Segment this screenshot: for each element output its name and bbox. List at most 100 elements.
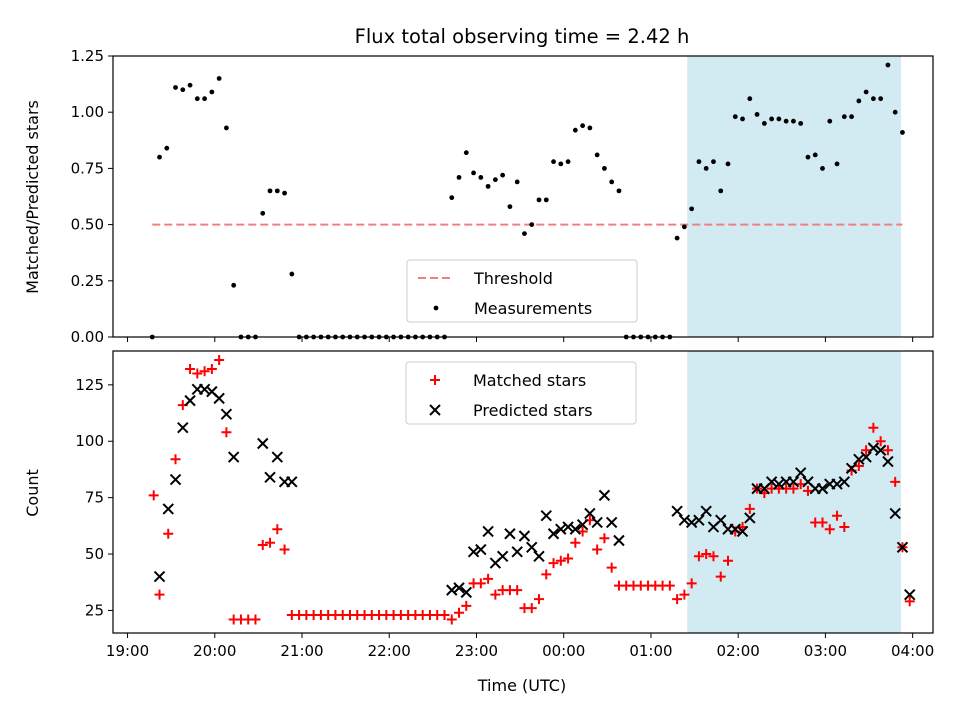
- highlight-span: [687, 56, 902, 337]
- data-point: [202, 96, 207, 102]
- data-point-predicted: [874, 444, 887, 456]
- data-point-predicted: [700, 505, 712, 517]
- data-point: [783, 118, 789, 124]
- data-point: [703, 166, 709, 171]
- data-point-matched: [839, 521, 850, 532]
- data-point: [463, 150, 469, 156]
- data-point-matched: [577, 526, 588, 537]
- x-tick-label: 02:00: [717, 642, 760, 660]
- data-point: [224, 125, 229, 131]
- data-point-matched: [163, 528, 174, 539]
- data-point-matched: [817, 517, 828, 528]
- data-point: [740, 116, 745, 122]
- legend-box: [406, 259, 638, 323]
- data-point: [485, 183, 491, 189]
- legend-box: [405, 361, 637, 425]
- data-point-predicted: [555, 523, 567, 535]
- y-tick-label: 0.25: [71, 272, 104, 290]
- legend-label: Predicted stars: [473, 401, 593, 420]
- data-point: [492, 177, 498, 183]
- data-point: [747, 96, 753, 102]
- data-point-predicted: [271, 451, 283, 463]
- data-point-matched: [686, 578, 697, 589]
- data-point-matched: [533, 594, 544, 605]
- data-point-predicted: [831, 478, 843, 490]
- data-point-predicted: [671, 505, 683, 517]
- data-point: [711, 159, 716, 165]
- data-point: [580, 123, 586, 129]
- data-point-matched: [272, 524, 283, 535]
- y-tick-label: 100: [75, 432, 104, 450]
- data-point-matched: [715, 571, 726, 582]
- data-point: [274, 188, 280, 194]
- data-point-predicted: [744, 512, 756, 524]
- data-point-matched: [170, 454, 181, 465]
- data-point: [594, 152, 600, 158]
- axes-frame: [112, 350, 934, 634]
- data-point: [231, 282, 237, 288]
- legend-label: Matched stars: [473, 371, 586, 390]
- data-point-matched: [824, 524, 835, 535]
- data-point: [689, 206, 695, 212]
- data-point-matched: [279, 544, 290, 555]
- x-tick-label: 23:00: [455, 642, 498, 660]
- data-point-matched: [265, 537, 276, 548]
- data-point-matched: [206, 364, 217, 375]
- data-point: [157, 154, 162, 160]
- data-point: [180, 87, 186, 93]
- data-point-predicted: [460, 586, 473, 599]
- data-point: [609, 179, 615, 185]
- data-point-predicted: [547, 528, 560, 540]
- data-point-matched: [882, 445, 893, 456]
- data-point-predicted: [889, 507, 901, 520]
- data-point-matched: [512, 585, 523, 596]
- data-point-matched: [875, 436, 886, 447]
- data-point-predicted: [177, 421, 189, 434]
- data-point-predicted: [584, 507, 596, 520]
- data-point-predicted: [867, 442, 880, 454]
- data-point: [194, 96, 200, 102]
- data-point: [674, 235, 680, 241]
- data-point-matched: [154, 589, 165, 600]
- data-point-matched: [439, 609, 450, 620]
- data-point-predicted: [853, 453, 865, 465]
- data-point-predicted: [678, 514, 691, 526]
- data-point-predicted: [787, 476, 800, 488]
- x-tick-label: 21:00: [280, 642, 323, 660]
- data-point-predicted: [896, 541, 909, 553]
- data-point-predicted: [213, 392, 225, 405]
- data-point-matched: [185, 364, 196, 375]
- data-point-predicted: [169, 473, 182, 486]
- data-point: [732, 114, 738, 120]
- data-point: [572, 127, 578, 133]
- y-tick-label: 25: [85, 601, 104, 619]
- data-point-matched: [868, 422, 879, 433]
- data-point-matched: [483, 573, 494, 584]
- data-point-predicted: [845, 462, 858, 475]
- data-point: [289, 271, 295, 277]
- data-point-matched: [861, 445, 872, 456]
- data-point: [565, 159, 571, 165]
- data-point-matched: [461, 600, 472, 611]
- data-point-predicted: [533, 550, 545, 563]
- data-point-matched: [570, 537, 581, 548]
- x-axis-label: Time (UTC): [477, 676, 566, 695]
- data-point-predicted: [598, 489, 611, 502]
- data-point: [587, 125, 593, 131]
- data-point-matched: [541, 569, 552, 580]
- data-point: [754, 112, 760, 117]
- data-point: [718, 188, 724, 194]
- data-point-matched: [672, 594, 683, 605]
- data-point: [522, 231, 527, 236]
- data-point: [449, 195, 455, 201]
- data-point: [769, 116, 775, 122]
- data-point-predicted: [729, 523, 741, 535]
- data-point-predicted: [518, 530, 531, 542]
- data-point: [507, 204, 513, 210]
- data-point-predicted: [264, 471, 276, 484]
- data-point-matched: [679, 589, 690, 600]
- y-tick-label: 75: [85, 489, 104, 507]
- data-point-matched: [250, 614, 261, 625]
- data-point: [878, 96, 884, 102]
- data-point-predicted: [765, 476, 778, 488]
